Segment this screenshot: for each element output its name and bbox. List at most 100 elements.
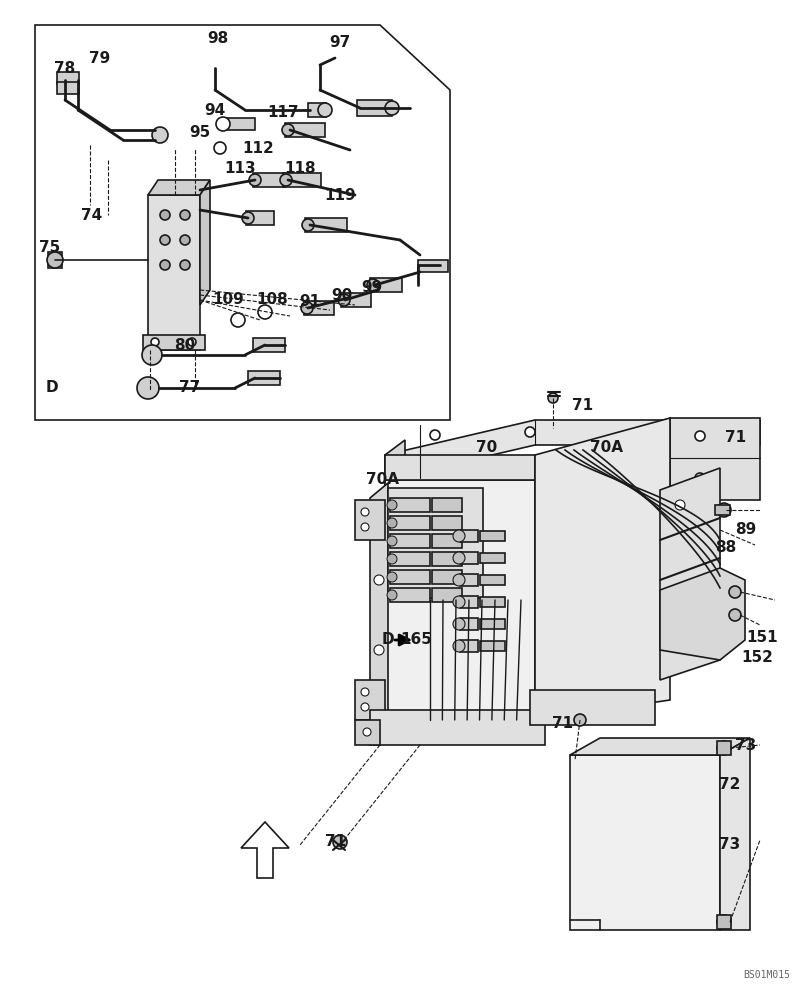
Bar <box>305 218 346 232</box>
Bar <box>303 301 333 315</box>
Circle shape <box>384 101 398 115</box>
Polygon shape <box>669 418 759 500</box>
Bar <box>246 211 273 225</box>
Text: D: D <box>45 380 58 395</box>
Text: 118: 118 <box>284 161 315 176</box>
Polygon shape <box>719 738 749 930</box>
Bar <box>460 552 478 564</box>
Text: 113: 113 <box>224 161 255 176</box>
Circle shape <box>716 915 730 929</box>
Text: 94: 94 <box>204 103 225 118</box>
Bar <box>283 173 320 187</box>
Circle shape <box>716 503 730 517</box>
Text: 72: 72 <box>719 777 740 792</box>
Circle shape <box>160 235 169 245</box>
Bar <box>714 505 729 515</box>
Circle shape <box>716 741 730 755</box>
Circle shape <box>249 174 260 186</box>
Circle shape <box>361 523 368 531</box>
Circle shape <box>363 728 371 736</box>
Polygon shape <box>384 455 534 480</box>
Bar <box>389 498 430 512</box>
Bar <box>460 618 478 630</box>
Circle shape <box>453 640 465 652</box>
Bar <box>354 500 384 540</box>
Text: 77: 77 <box>179 380 200 395</box>
Circle shape <box>453 530 465 542</box>
Text: 95: 95 <box>189 125 210 140</box>
Bar <box>418 260 448 272</box>
Circle shape <box>387 554 397 564</box>
Circle shape <box>333 835 346 849</box>
Text: 71: 71 <box>325 834 346 849</box>
Polygon shape <box>534 418 669 720</box>
Circle shape <box>387 572 397 582</box>
Polygon shape <box>384 440 405 495</box>
Text: 71: 71 <box>572 397 593 412</box>
Text: 89: 89 <box>735 522 756 538</box>
Text: 70A: 70A <box>366 473 399 488</box>
Text: 80: 80 <box>174 338 195 354</box>
Text: 112: 112 <box>242 141 273 156</box>
Circle shape <box>694 431 704 441</box>
Text: 108: 108 <box>255 292 288 308</box>
Bar <box>431 570 461 584</box>
Text: 88: 88 <box>714 540 736 556</box>
Bar <box>285 123 324 137</box>
Circle shape <box>387 500 397 510</box>
Polygon shape <box>384 420 759 480</box>
Circle shape <box>453 574 465 586</box>
Circle shape <box>214 142 225 154</box>
Bar <box>431 588 461 602</box>
Circle shape <box>301 302 312 314</box>
Bar <box>307 103 325 117</box>
Bar <box>431 552 461 566</box>
Text: 70A: 70A <box>590 440 623 456</box>
Polygon shape <box>241 822 289 878</box>
Polygon shape <box>659 468 719 680</box>
Circle shape <box>728 609 740 621</box>
Text: 151: 151 <box>745 631 777 646</box>
Bar <box>370 710 544 745</box>
Text: 99: 99 <box>361 280 382 296</box>
Text: 78: 78 <box>54 61 75 76</box>
Circle shape <box>453 596 465 608</box>
Circle shape <box>318 103 332 117</box>
Bar <box>479 619 504 629</box>
Bar <box>247 371 280 385</box>
Polygon shape <box>384 480 534 720</box>
Bar <box>48 252 62 268</box>
Circle shape <box>337 294 350 306</box>
Circle shape <box>374 645 384 655</box>
Bar <box>431 534 461 548</box>
Circle shape <box>302 219 314 231</box>
Circle shape <box>180 235 190 245</box>
Bar <box>388 488 483 598</box>
Circle shape <box>160 260 169 270</box>
Polygon shape <box>370 483 388 735</box>
Bar <box>530 690 654 725</box>
Polygon shape <box>569 755 719 930</box>
Circle shape <box>387 590 397 600</box>
Circle shape <box>374 575 384 585</box>
Bar <box>357 100 392 116</box>
Circle shape <box>525 427 534 437</box>
Circle shape <box>674 615 684 625</box>
Circle shape <box>387 518 397 528</box>
Circle shape <box>453 552 465 564</box>
Polygon shape <box>35 25 449 420</box>
Bar <box>716 741 730 755</box>
Text: 71: 71 <box>551 716 573 732</box>
Circle shape <box>230 313 245 327</box>
Bar <box>479 597 504 607</box>
Bar <box>431 498 461 512</box>
Circle shape <box>361 703 368 711</box>
Bar <box>716 915 730 929</box>
Polygon shape <box>200 180 210 305</box>
Circle shape <box>47 252 63 268</box>
Text: 165: 165 <box>400 633 431 648</box>
Text: 70: 70 <box>476 440 497 456</box>
Circle shape <box>160 210 169 220</box>
Bar <box>460 574 478 586</box>
Circle shape <box>728 586 740 598</box>
